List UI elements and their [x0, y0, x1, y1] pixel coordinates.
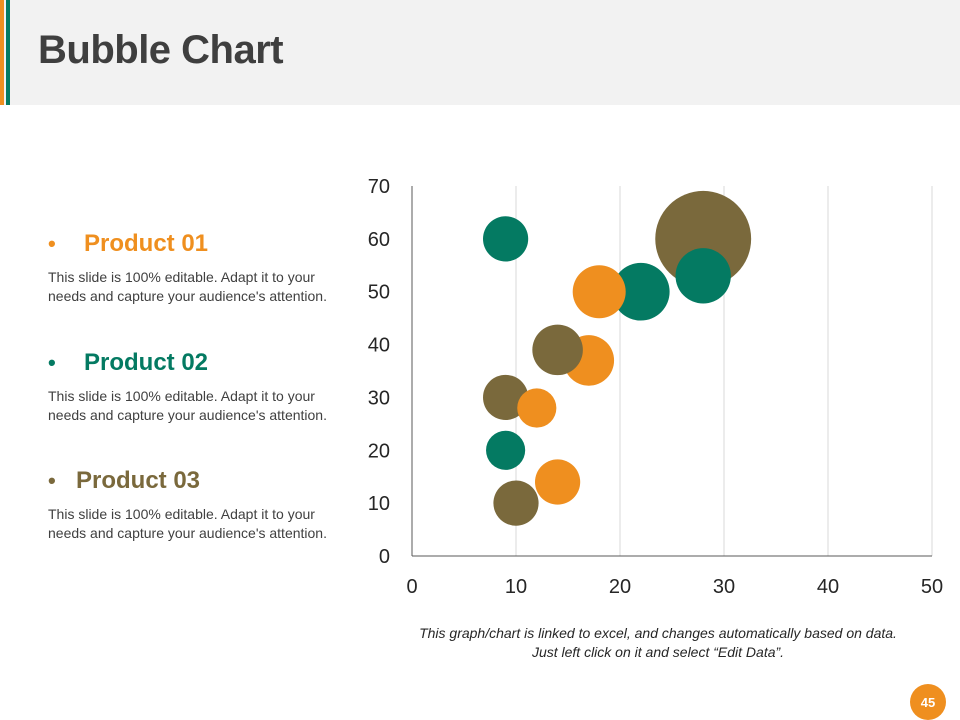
- x-tick-label-30: 30: [713, 576, 735, 598]
- y-tick-label-0: 0: [379, 546, 390, 568]
- page-number-badge: 45: [910, 684, 946, 720]
- header: Bubble Chart: [0, 0, 960, 105]
- bubble-series-1-point-1: [535, 459, 581, 505]
- product-03-heading: • Product 03: [48, 467, 348, 495]
- bubble-series-2-point-1: [486, 430, 526, 470]
- bullet-icon: •: [48, 468, 56, 493]
- y-tick-label-70: 70: [368, 176, 390, 198]
- chart-note-line-2: Just left click on it and select “Edit D…: [531, 644, 785, 660]
- product-02-name: Product 02: [84, 349, 209, 376]
- product-01-description: This slide is 100% editable. Adapt it to…: [48, 269, 327, 304]
- product-01-name: Product 01: [84, 230, 209, 257]
- bubble-series-3-point-1: [493, 480, 539, 526]
- chart-note-line-1: This graph/chart is linked to excel, and…: [419, 625, 897, 641]
- x-tick-label-40: 40: [817, 576, 839, 598]
- product-03-name: Product 03: [76, 467, 201, 494]
- y-tick-label-60: 60: [368, 229, 390, 251]
- bubble-series-2-point-3: [611, 262, 670, 321]
- bubble-series-3-point-3: [532, 324, 583, 376]
- product-03-block: • Product 03 This slide is 100% editable…: [48, 467, 348, 543]
- page-title: Bubble Chart: [38, 28, 284, 72]
- y-tick-label-30: 30: [368, 387, 390, 409]
- product-03-description: This slide is 100% editable. Adapt it to…: [48, 506, 327, 541]
- x-tick-label-50: 50: [921, 576, 943, 598]
- bubble-series-1-point-4: [572, 265, 626, 319]
- product-02-block: • Product 02 This slide is 100% editable…: [48, 349, 348, 425]
- y-tick-label-40: 40: [368, 335, 390, 357]
- product-02-description: This slide is 100% editable. Adapt it to…: [48, 388, 327, 423]
- bullet-icon: •: [48, 231, 56, 256]
- product-02-heading: • Product 02: [48, 349, 348, 377]
- bubble-series-2-point-2: [483, 216, 529, 262]
- product-01-block: • Product 01 This slide is 100% editable…: [48, 230, 348, 306]
- y-tick-label-20: 20: [368, 440, 390, 462]
- x-tick-label-0: 0: [406, 576, 417, 598]
- x-tick-label-10: 10: [505, 576, 527, 598]
- y-tick-label-10: 10: [368, 493, 390, 515]
- bullet-icon: •: [48, 350, 56, 375]
- bubble-series-3-point-2: [483, 374, 529, 421]
- x-tick-label-20: 20: [609, 576, 631, 598]
- y-tick-label-50: 50: [368, 282, 390, 304]
- accent-bar-orange: [0, 0, 4, 105]
- bubble-chart[interactable]: 0 10 20 30 40 50 0 10 20 30 40 50 60 70: [350, 160, 950, 610]
- chart-note: This graph/chart is linked to excel, and…: [370, 624, 946, 662]
- product-01-heading: • Product 01: [48, 230, 348, 258]
- bubble-series-2-point-4: [675, 248, 731, 304]
- bubble-series-1-point-2: [517, 388, 557, 428]
- accent-bar-green: [6, 0, 10, 105]
